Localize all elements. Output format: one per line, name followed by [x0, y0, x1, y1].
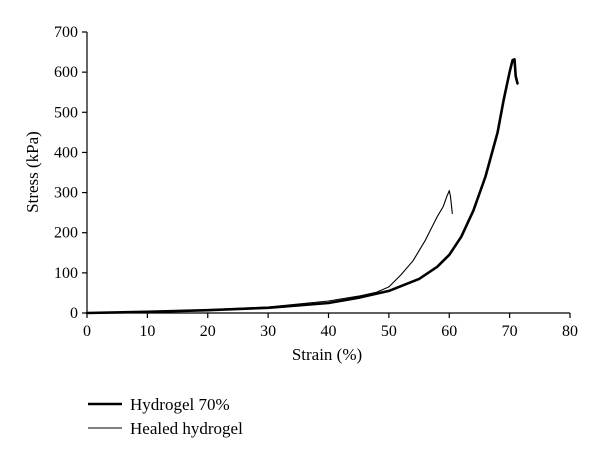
- y-tick-label: 100: [54, 265, 78, 282]
- y-tick-label: 700: [54, 24, 78, 41]
- y-tick-label: 400: [54, 144, 78, 161]
- series-line-2: [86, 190, 453, 314]
- x-tick-label: 0: [83, 323, 91, 340]
- y-tick-label: 500: [54, 104, 78, 121]
- x-axis: 0 10 20 30 40 50 60 70 80: [83, 312, 578, 340]
- legend-label-2: Healed hydrogel: [130, 419, 243, 438]
- y-axis-label: Stress (kPa): [23, 131, 42, 213]
- x-tick-label: 60: [441, 323, 457, 340]
- x-tick-label: 80: [562, 323, 578, 340]
- y-tick-label: 200: [54, 225, 78, 242]
- x-tick-label: 30: [260, 323, 276, 340]
- x-axis-label: Strain (%): [292, 345, 362, 364]
- y-tick-label: 600: [54, 64, 78, 81]
- y-tick-label: 0: [70, 305, 78, 322]
- y-tick-label: 300: [54, 185, 78, 202]
- plot-area: [85, 57, 519, 315]
- x-tick-label: 20: [200, 323, 216, 340]
- legend: Hydrogel 70% Healed hydrogel: [88, 395, 243, 438]
- x-tick-label: 40: [321, 323, 337, 340]
- x-tick-label: 50: [381, 323, 397, 340]
- series-line-1: [85, 57, 519, 315]
- x-tick-label: 10: [139, 323, 155, 340]
- legend-label-1: Hydrogel 70%: [130, 395, 230, 414]
- x-tick-label: 70: [502, 323, 518, 340]
- y-axis: 0 100 200 300 400 500 600 700: [54, 24, 88, 322]
